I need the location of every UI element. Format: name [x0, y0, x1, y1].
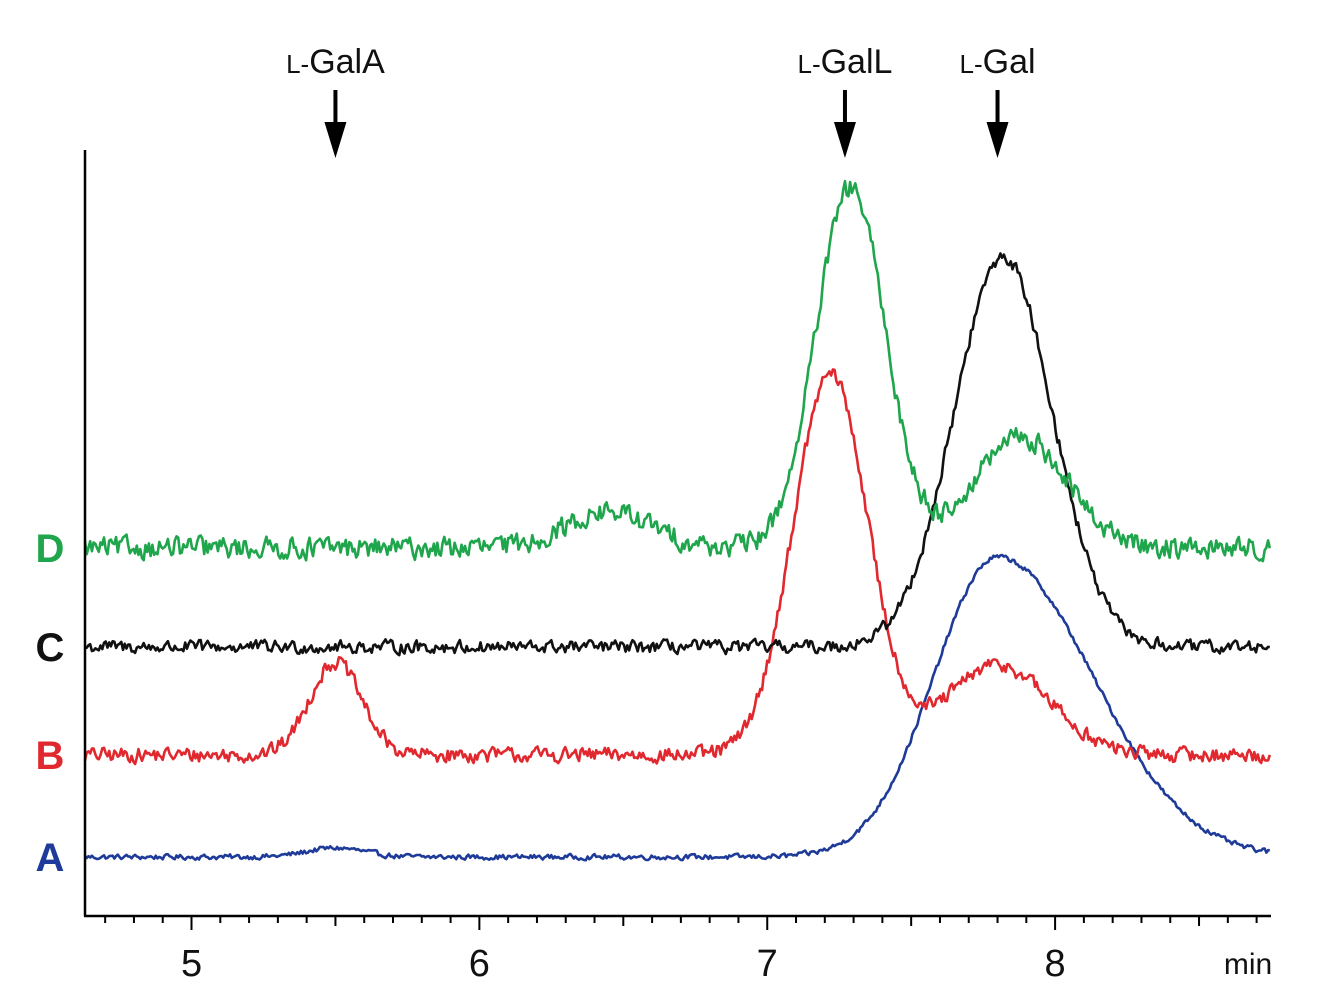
peak-annotation-label: L-GalA — [286, 43, 385, 81]
series-label-b: B — [36, 734, 65, 778]
series-line-c — [84, 252, 1270, 657]
series-label-c: C — [36, 626, 65, 670]
peak-arrow-head-icon — [324, 122, 347, 158]
peak-annotation: L-GalA — [286, 43, 385, 158]
x-tick-label: 8 — [1045, 943, 1066, 985]
series-labels: A B C D — [36, 527, 65, 880]
series-line-a — [84, 553, 1270, 862]
x-ticks: 5 6 7 8 — [104, 916, 1258, 985]
x-tick-label: 7 — [757, 943, 778, 985]
peak-arrow-head-icon — [986, 122, 1009, 158]
series-line-d — [83, 179, 1272, 563]
peak-annotation-label: L-Gal — [960, 43, 1036, 81]
peak-arrow-head-icon — [833, 122, 856, 158]
peak-annotation: L-Gal — [960, 43, 1036, 158]
peak-annotations: L-GalA L-GalL L-Gal — [286, 43, 1036, 158]
x-tick-label: 5 — [181, 943, 202, 985]
series-label-a: A — [36, 836, 65, 880]
peak-annotation: L-GalL — [797, 43, 892, 158]
series-traces — [83, 179, 1272, 862]
series-label-d: D — [36, 527, 65, 571]
axes: 5 6 7 8 min — [83, 150, 1272, 985]
x-tick-label: 6 — [469, 943, 490, 985]
peak-annotation-label: L-GalL — [797, 43, 892, 81]
series-line-b — [83, 368, 1272, 766]
x-unit-label: min — [1224, 948, 1272, 981]
